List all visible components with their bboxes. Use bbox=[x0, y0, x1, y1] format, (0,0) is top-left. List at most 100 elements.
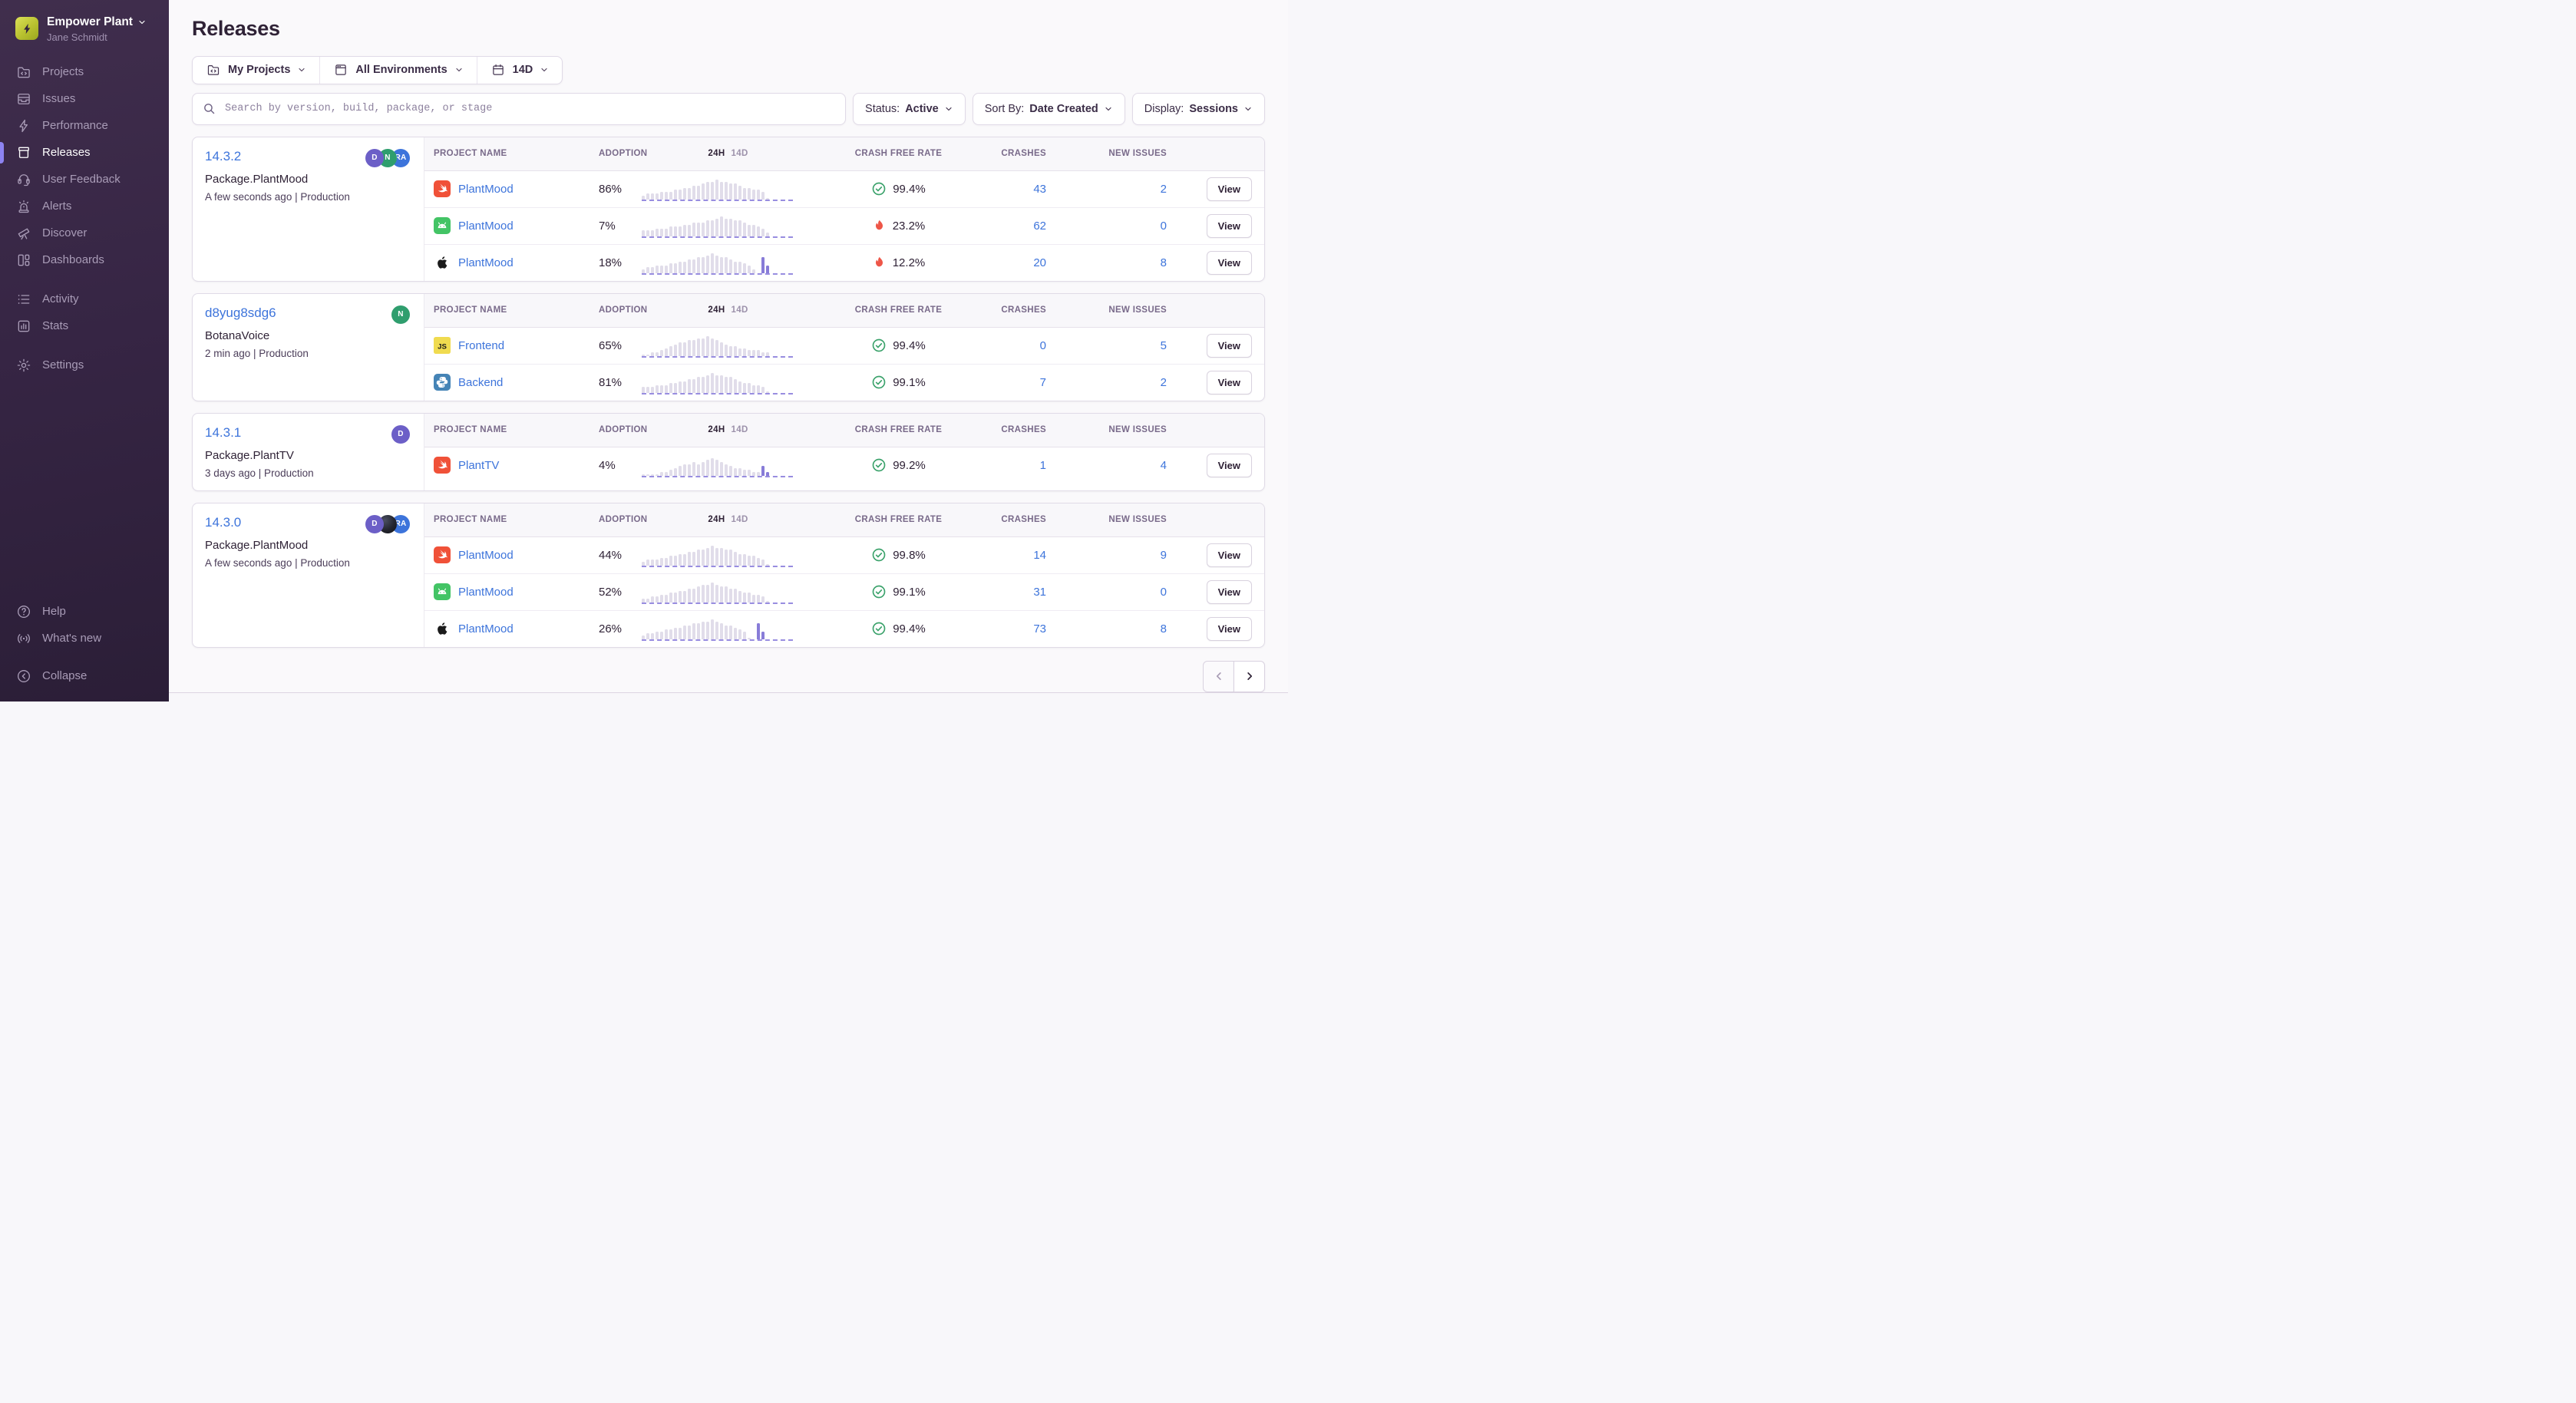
new-issues-link[interactable]: 9 bbox=[1160, 548, 1167, 562]
check-circle-icon bbox=[871, 338, 887, 353]
org-switcher[interactable]: Empower Plant Jane Schmidt bbox=[0, 0, 169, 58]
col-crash-free-rate: CRASH FREE RATE bbox=[854, 425, 943, 435]
crashes-count: 0 bbox=[983, 339, 1065, 352]
crashes-link[interactable]: 31 bbox=[1033, 585, 1046, 599]
view-button[interactable]: View bbox=[1206, 616, 1252, 641]
release-card: d8yug8sdg6 N BotanaVoice 2 min ago | Produc… bbox=[192, 292, 1265, 401]
release-version-link[interactable]: 14.3.2 bbox=[205, 148, 242, 163]
avatar-group: D bbox=[391, 424, 411, 444]
range-14d[interactable]: 14D bbox=[731, 515, 748, 525]
project-link[interactable]: PlantMood bbox=[458, 548, 514, 562]
release-version-link[interactable]: 14.3.1 bbox=[205, 424, 242, 440]
chevron-down-icon bbox=[137, 18, 147, 27]
crashes-link[interactable]: 62 bbox=[1033, 219, 1046, 233]
range-14d[interactable]: 14D bbox=[731, 305, 748, 315]
range-14d[interactable]: 14D bbox=[731, 149, 748, 159]
check-circle-icon bbox=[871, 621, 887, 636]
view-button[interactable]: View bbox=[1206, 453, 1252, 477]
sidebar-item-performance[interactable]: Performance bbox=[0, 112, 169, 139]
sidebar-item-dashboards[interactable]: Dashboards bbox=[0, 246, 169, 273]
range-14d[interactable]: 14D bbox=[731, 425, 748, 435]
sidebar-item-settings[interactable]: Settings bbox=[0, 352, 169, 378]
crashes-link[interactable]: 0 bbox=[1039, 338, 1046, 352]
new-issues-link[interactable]: 2 bbox=[1160, 375, 1167, 389]
new-issues-link[interactable]: 2 bbox=[1160, 182, 1167, 196]
new-issues-link[interactable]: 0 bbox=[1160, 585, 1167, 599]
avatar[interactable]: D bbox=[365, 148, 384, 167]
range-24h[interactable]: 24H bbox=[708, 305, 725, 315]
new-issues-link[interactable]: 5 bbox=[1160, 338, 1167, 352]
environment-filter[interactable]: All Environments bbox=[320, 57, 477, 84]
range-24h[interactable]: 24H bbox=[708, 515, 725, 525]
view-button[interactable]: View bbox=[1206, 213, 1252, 238]
sidebar-item-issues[interactable]: Issues bbox=[0, 85, 169, 112]
project-link[interactable]: Backend bbox=[458, 375, 504, 389]
sidebar-item-collapse[interactable]: Collapse bbox=[0, 662, 169, 689]
adoption-percent: 44% bbox=[599, 548, 623, 562]
view-button[interactable]: View bbox=[1206, 370, 1252, 394]
adoption-sparkline bbox=[642, 616, 814, 642]
date-range-filter[interactable]: 14D bbox=[477, 57, 563, 84]
sidebar-item-projects[interactable]: Projects bbox=[0, 58, 169, 85]
crashes-link[interactable]: 20 bbox=[1033, 256, 1046, 269]
project-filter[interactable]: My Projects bbox=[193, 57, 321, 84]
view-button[interactable]: View bbox=[1206, 250, 1252, 275]
release-version-link[interactable]: d8yug8sdg6 bbox=[205, 305, 276, 320]
sidebar-item-activity[interactable]: Activity bbox=[0, 286, 169, 312]
new-issues-link[interactable]: 4 bbox=[1160, 458, 1167, 472]
avatar[interactable]: D bbox=[365, 514, 384, 533]
new-issues-link[interactable]: 8 bbox=[1160, 256, 1167, 269]
view-button[interactable]: View bbox=[1206, 333, 1252, 358]
chevron-down-icon bbox=[540, 65, 549, 74]
release-version-link[interactable]: 14.3.0 bbox=[205, 514, 242, 530]
display-dropdown[interactable]: Display: Sessions bbox=[1131, 92, 1265, 125]
crashes-link[interactable]: 14 bbox=[1033, 548, 1046, 562]
release-summary: 14.3.1 D Package.PlantTV 3 days ago | Produ… bbox=[193, 413, 424, 490]
sidebar-item-releases[interactable]: Releases bbox=[0, 139, 169, 166]
sort-by-dropdown[interactable]: Sort By: Date Created bbox=[972, 92, 1125, 125]
avatar[interactable]: D bbox=[391, 424, 410, 444]
release-package: Package.PlantMood bbox=[205, 172, 309, 186]
sidebar-item-user-feedback[interactable]: User Feedback bbox=[0, 166, 169, 193]
view-button[interactable]: View bbox=[1206, 543, 1252, 567]
new-issues-link[interactable]: 0 bbox=[1160, 219, 1167, 233]
sidebar-item-discover[interactable]: Discover bbox=[0, 220, 169, 246]
sidebar-item-alerts[interactable]: Alerts bbox=[0, 193, 169, 220]
crashes-link[interactable]: 7 bbox=[1039, 375, 1046, 389]
sidebar-item-stats[interactable]: Stats bbox=[0, 312, 169, 339]
project-link[interactable]: PlantMood bbox=[458, 585, 514, 599]
range-toggle[interactable]: 24H 14D bbox=[642, 305, 814, 315]
range-toggle[interactable]: 24H 14D bbox=[642, 425, 814, 434]
view-button[interactable]: View bbox=[1206, 177, 1252, 201]
sidebar-item-whats-new[interactable]: What's new bbox=[0, 625, 169, 652]
range-toggle[interactable]: 24H 14D bbox=[642, 515, 814, 524]
view-button[interactable]: View bbox=[1206, 579, 1252, 604]
project-link[interactable]: PlantMood bbox=[458, 219, 514, 233]
flame-icon bbox=[872, 219, 887, 233]
sidebar-nav-settings: Settings bbox=[0, 352, 169, 378]
next-page-button[interactable] bbox=[1234, 660, 1265, 692]
range-24h[interactable]: 24H bbox=[708, 149, 725, 159]
crashes-link[interactable]: 1 bbox=[1039, 458, 1046, 472]
new-issues-count: 9 bbox=[1065, 549, 1184, 562]
project-link[interactable]: PlantMood bbox=[458, 256, 514, 269]
crashes-link[interactable]: 73 bbox=[1033, 622, 1046, 635]
new-issues-link[interactable]: 8 bbox=[1160, 622, 1167, 635]
whats-new-icon bbox=[16, 631, 31, 646]
search-input[interactable] bbox=[223, 102, 836, 116]
crashes-count: 14 bbox=[983, 549, 1065, 562]
crashes-count: 43 bbox=[983, 183, 1065, 196]
crashes-link[interactable]: 43 bbox=[1033, 182, 1046, 196]
pagination bbox=[192, 660, 1265, 692]
range-toggle[interactable]: 24H 14D bbox=[642, 149, 814, 158]
project-link[interactable]: PlantTV bbox=[458, 458, 500, 472]
status-dropdown[interactable]: Status: Active bbox=[853, 92, 966, 125]
range-24h[interactable]: 24H bbox=[708, 425, 725, 435]
avatar[interactable]: N bbox=[391, 305, 410, 324]
app-root: Empower Plant Jane Schmidt Projects Issue… bbox=[0, 0, 1288, 702]
sidebar-item-help[interactable]: Help bbox=[0, 598, 169, 625]
release-project-table: PROJECT NAME ADOPTION 24H 14D CRASH FREE RAT… bbox=[424, 293, 1264, 401]
project-link[interactable]: PlantMood bbox=[458, 622, 514, 635]
project-link[interactable]: Frontend bbox=[458, 338, 505, 352]
project-link[interactable]: PlantMood bbox=[458, 182, 514, 196]
